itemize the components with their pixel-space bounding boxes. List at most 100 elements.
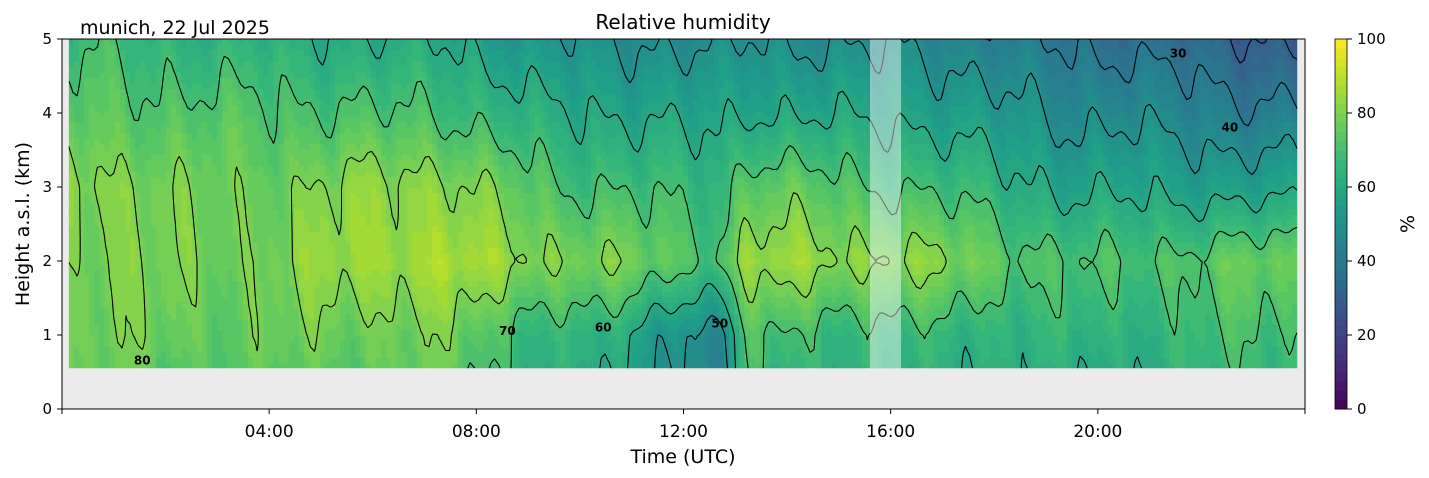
field-cell — [309, 214, 316, 221]
field-cell — [288, 362, 295, 369]
field-cell — [365, 110, 372, 117]
field-cell — [114, 242, 121, 249]
field-cell — [68, 137, 75, 144]
field-cell — [411, 335, 418, 342]
field-cell — [365, 181, 372, 188]
field-cell — [391, 285, 397, 293]
field-cell — [483, 225, 490, 232]
field-cell — [89, 82, 95, 89]
field-cell — [165, 93, 172, 100]
field-cell — [145, 318, 152, 325]
field-cell — [319, 88, 326, 95]
field-cell — [375, 198, 382, 205]
field-cell — [370, 275, 377, 282]
field-cell — [263, 154, 269, 161]
field-cell — [411, 181, 418, 188]
field-cell — [299, 148, 305, 155]
field-cell — [201, 203, 208, 210]
field-cell — [478, 340, 484, 347]
field-cell — [78, 121, 85, 128]
field-cell — [242, 225, 249, 232]
field-cell — [145, 93, 152, 100]
field-cell — [365, 93, 372, 100]
field-cell — [186, 269, 193, 276]
field-cell — [329, 335, 336, 342]
field-cell — [345, 148, 351, 155]
field-cell — [457, 115, 464, 122]
field-cell — [263, 275, 269, 282]
field-cell — [114, 335, 121, 342]
field-cell — [94, 285, 101, 293]
field-cell — [258, 280, 264, 287]
field-cell — [462, 209, 469, 216]
field-cell — [68, 220, 75, 227]
field-cell — [212, 318, 218, 325]
field-cell — [222, 362, 229, 369]
field-cell — [324, 170, 331, 177]
field-cell — [278, 247, 285, 254]
field-cell — [401, 110, 408, 117]
field-cell — [109, 121, 116, 128]
field-cell — [350, 66, 356, 73]
field-cell — [196, 198, 203, 205]
field-cell — [324, 307, 331, 315]
field-cell — [283, 264, 290, 271]
field-cell — [340, 291, 346, 298]
field-cell — [140, 209, 147, 216]
field-cell — [99, 132, 106, 139]
field-cell — [473, 71, 479, 79]
field-cell — [293, 203, 300, 210]
field-cell — [345, 159, 351, 166]
field-cell — [293, 307, 300, 315]
field-cell — [365, 296, 372, 304]
field-cell — [160, 291, 167, 298]
field-cell — [140, 324, 147, 331]
field-cell — [171, 296, 177, 304]
field-cell — [447, 77, 454, 84]
field-cell — [165, 291, 172, 298]
field-cell — [334, 357, 341, 364]
field-cell — [278, 121, 285, 128]
field-cell — [253, 236, 259, 243]
field-cell — [78, 214, 85, 221]
field-cell — [355, 66, 362, 73]
field-cell — [263, 236, 269, 243]
field-cell — [380, 49, 387, 57]
field-cell — [462, 280, 469, 287]
field-cell — [488, 60, 495, 68]
field-cell — [355, 253, 362, 260]
field-cell — [340, 39, 346, 46]
field-cell — [314, 307, 321, 315]
field-cell — [427, 231, 433, 238]
field-cell — [370, 132, 377, 139]
field-cell — [258, 187, 264, 194]
field-cell — [68, 121, 75, 128]
field-cell — [145, 176, 152, 183]
field-cell — [150, 77, 157, 84]
field-cell — [324, 39, 331, 46]
field-cell — [253, 231, 259, 238]
field-cell — [99, 313, 106, 320]
field-cell — [478, 329, 484, 336]
field-cell — [309, 203, 316, 210]
field-cell — [355, 291, 362, 298]
field-cell — [201, 88, 208, 95]
field-cell — [242, 329, 249, 336]
field-cell — [437, 285, 443, 293]
field-cell — [314, 247, 321, 254]
field-cell — [104, 357, 111, 364]
field-cell — [140, 170, 147, 177]
field-cell — [73, 93, 80, 100]
field-cell — [201, 296, 208, 304]
field-cell — [160, 220, 167, 227]
field-cell — [304, 335, 310, 342]
field-cell — [309, 264, 316, 271]
field-cell — [165, 340, 172, 347]
field-cell — [462, 318, 469, 325]
field-cell — [370, 66, 377, 73]
field-cell — [73, 66, 80, 73]
field-cell — [212, 71, 218, 79]
field-cell — [242, 170, 249, 177]
field-cell — [293, 115, 300, 122]
field-cell — [493, 346, 500, 353]
